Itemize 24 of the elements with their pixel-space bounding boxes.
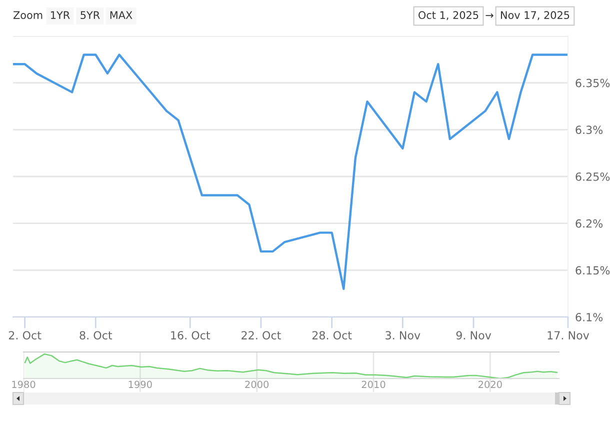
y-tick-label: 6.35%: [576, 78, 610, 88]
x-tick-label: 17. Nov: [548, 331, 590, 340]
x-tick-label: 2020: [478, 380, 502, 388]
y-tick-label: 6.3%: [576, 126, 603, 134]
y-tick-label: 6.15%: [576, 266, 610, 275]
x-tick-label: 8. Oct: [80, 331, 112, 340]
y-tick-label: 6.25%: [576, 172, 610, 181]
text: →: [486, 13, 494, 18]
x-tick-label: 2. Oct: [8, 331, 42, 340]
x-tick-label: 9. Nov: [456, 331, 492, 340]
x-tick-label: 2000: [245, 380, 269, 388]
text: Zoom: [13, 11, 42, 20]
x-tick-label: 16. Oct: [171, 331, 210, 340]
x-tick-label: 1990: [128, 380, 152, 388]
text: Nov 17, 2025: [501, 11, 570, 20]
line-series: [13, 54, 568, 290]
y-tick-label: 6.2%: [576, 219, 603, 228]
x-tick-label: 3. Nov: [386, 331, 420, 340]
x-tick-label: 28. Oct: [312, 331, 352, 340]
x-tick-label: 1980: [12, 380, 36, 388]
x-tick-label: 2010: [362, 380, 386, 388]
text: Oct 1, 2025: [418, 11, 478, 20]
x-tick-label: 22. Oct: [242, 331, 281, 340]
y-tick-label: 6.1%: [576, 312, 603, 322]
